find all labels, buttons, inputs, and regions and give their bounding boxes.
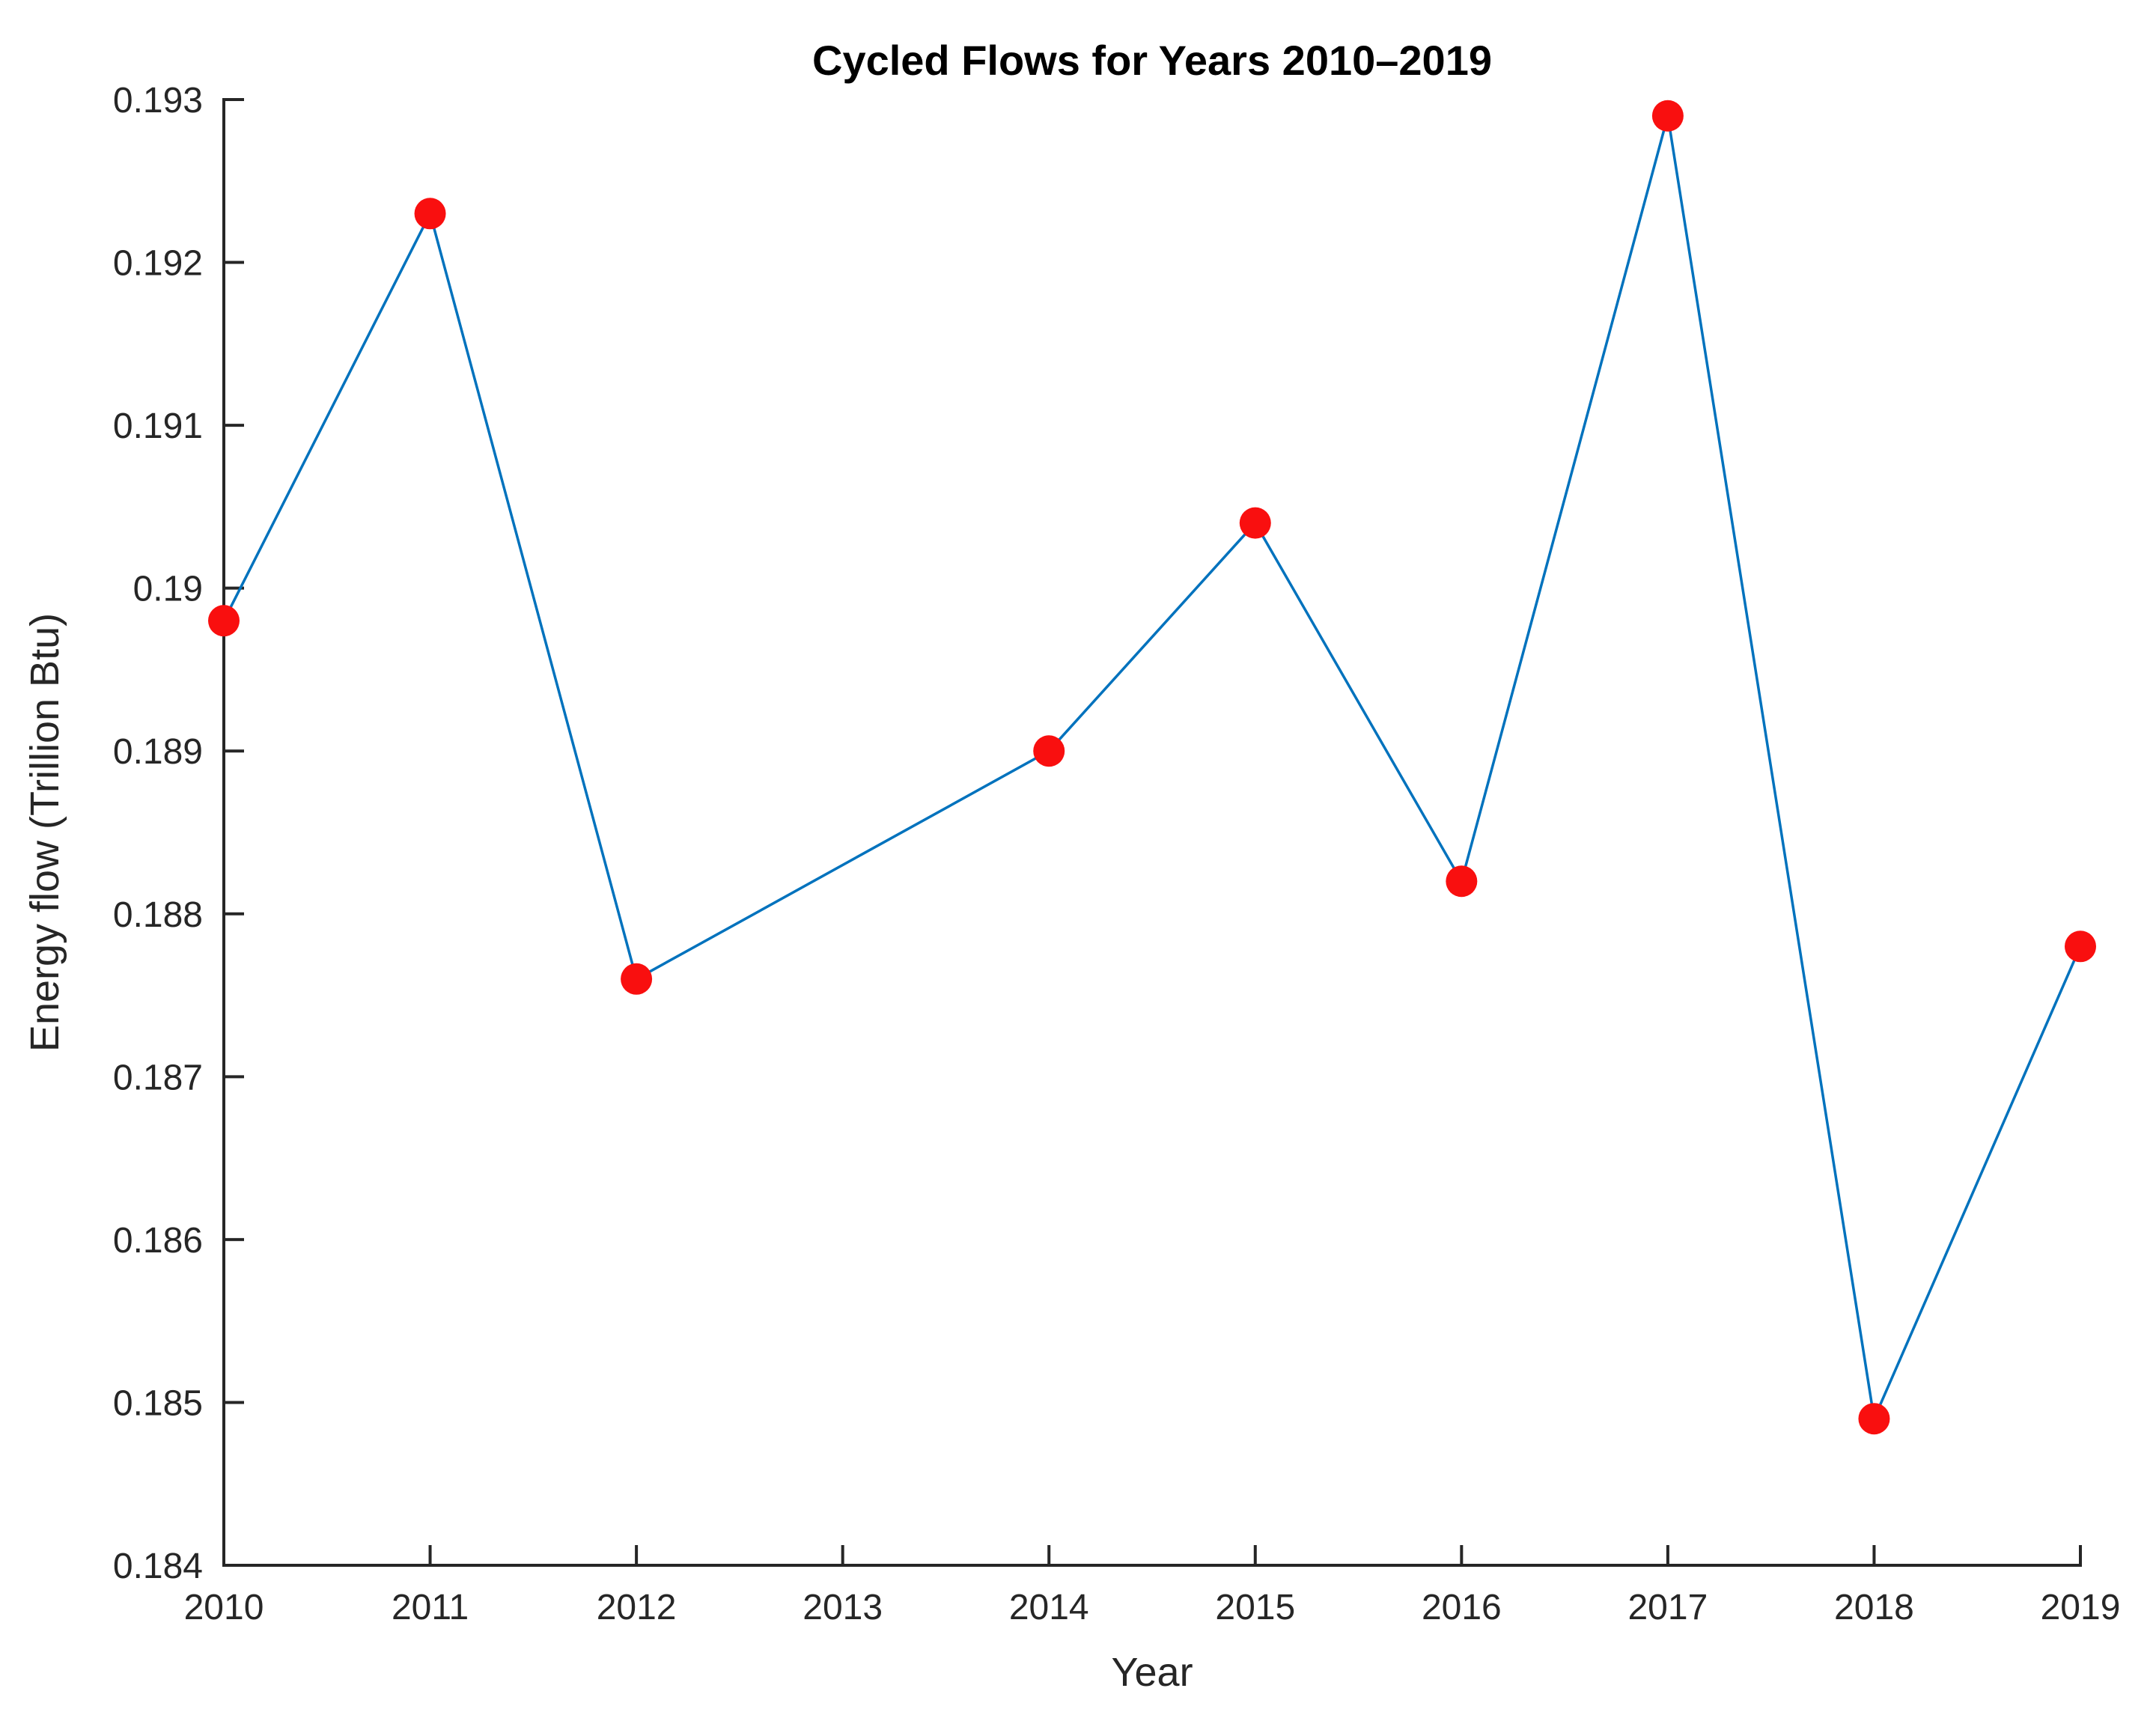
y-tick-label: 0.188: [113, 895, 203, 935]
data-point-2016: [1446, 865, 1478, 898]
x-tick-label: 2011: [392, 1588, 469, 1627]
data-point-2019: [2065, 930, 2096, 963]
x-tick-label: 2012: [597, 1588, 677, 1627]
data-point-2018: [1858, 1403, 1890, 1435]
x-tick-label: 2014: [1009, 1588, 1089, 1627]
x-tick-label: 2015: [1215, 1588, 1295, 1627]
x-tick-label: 2019: [2041, 1588, 2121, 1627]
x-tick-label: 2018: [1834, 1588, 1914, 1627]
y-tick-label: 0.192: [113, 244, 203, 284]
y-tick-label: 0.19: [133, 570, 203, 609]
data-point-2017: [1651, 100, 1684, 132]
x-tick-label: 2013: [803, 1588, 883, 1627]
data-point-2011: [414, 198, 446, 230]
chart-title: Cycled Flows for Years 2010–2019: [812, 37, 1492, 84]
data-line: [222, 115, 2082, 1420]
y-tick-label: 0.187: [113, 1058, 203, 1097]
x-tick-label: 2010: [184, 1588, 264, 1627]
x-axis-label: Year: [1111, 1650, 1193, 1695]
y-tick-label: 0.185: [113, 1383, 203, 1423]
x-tick-label: 2016: [1422, 1588, 1502, 1627]
y-tick-label: 0.184: [113, 1547, 203, 1586]
data-point-2014: [1033, 735, 1065, 767]
data-point-2012: [621, 963, 653, 995]
y-tick-label: 0.189: [113, 732, 203, 772]
data-series-layer: [208, 100, 2096, 1435]
data-point-2010: [208, 605, 240, 637]
y-tick-label: 0.191: [113, 406, 203, 446]
y-axis-label: Energy flow (Trillion Btu): [22, 613, 67, 1052]
y-tick-label: 0.193: [113, 81, 203, 121]
data-point-2015: [1239, 507, 1271, 539]
x-tick-label: 2017: [1627, 1588, 1708, 1627]
axes-layer: 0.184 0.185 0.186 0.187 0.188 0.189 0.19 0.191 0…: [113, 81, 2121, 1627]
y-tick-label: 0.186: [113, 1221, 203, 1261]
